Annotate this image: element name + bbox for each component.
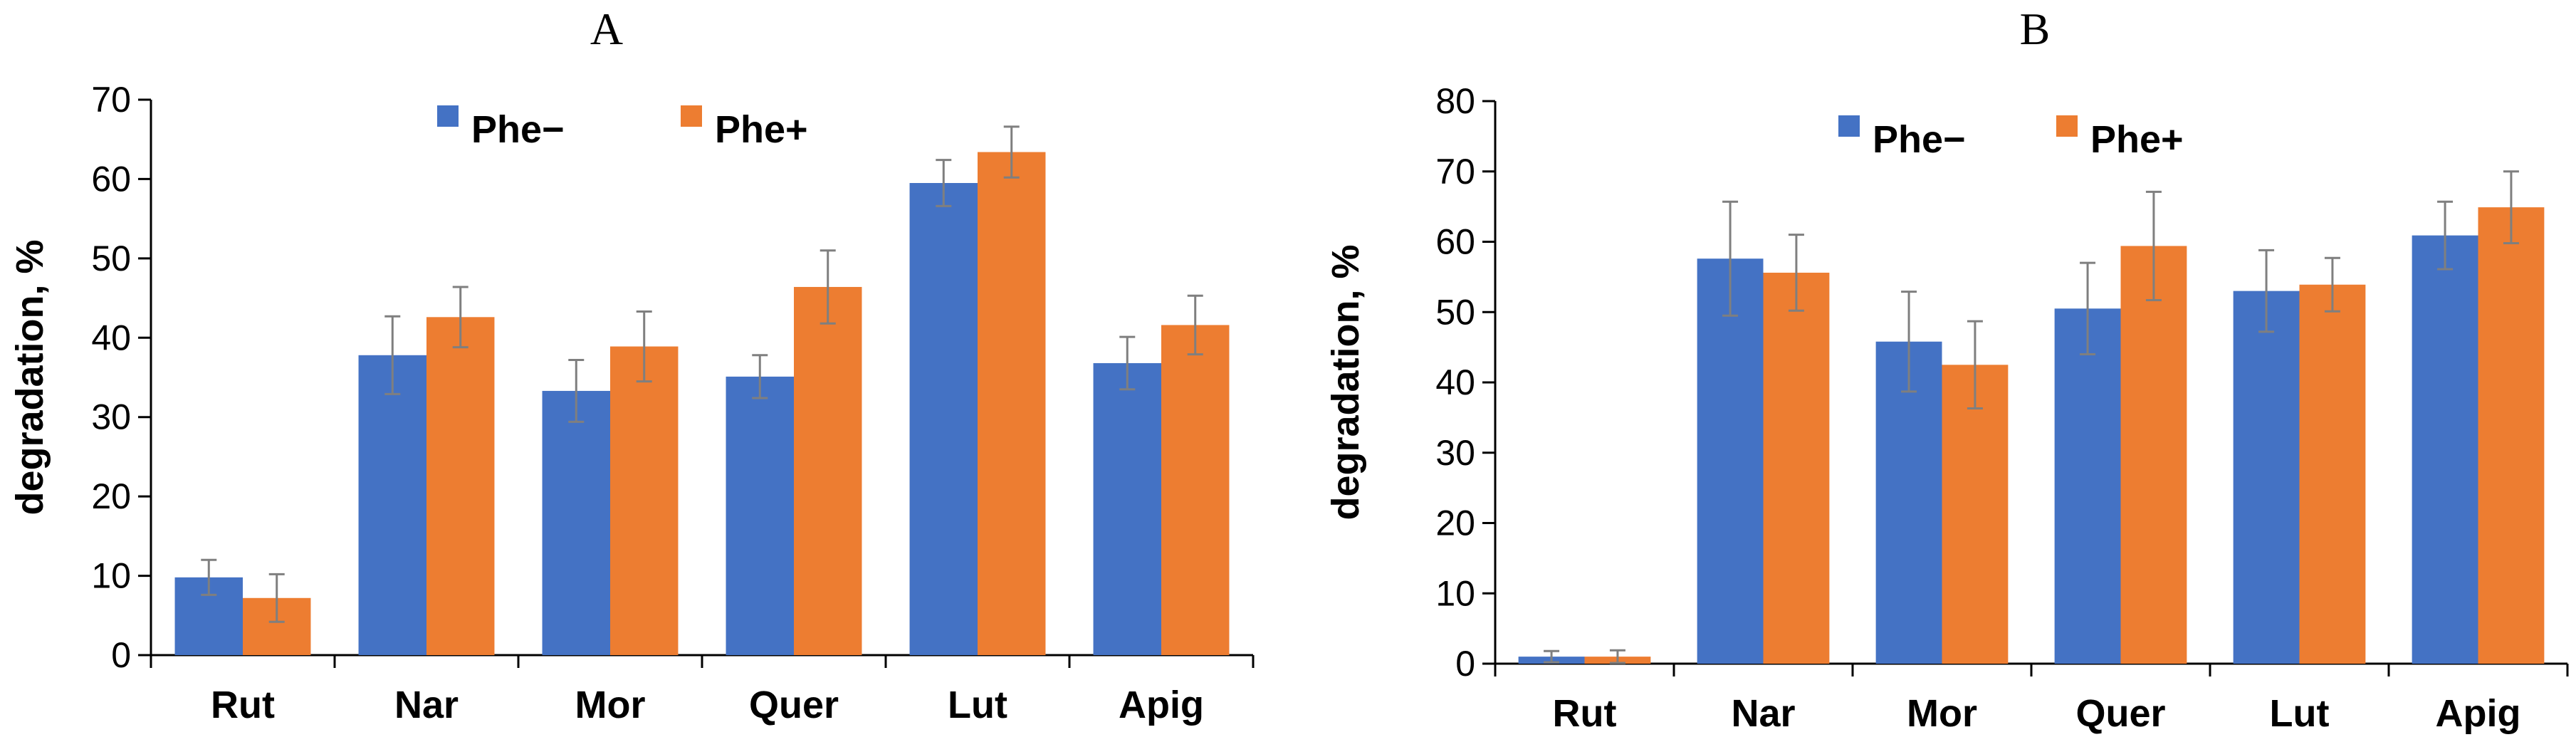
legend-swatch-phe-minus: [437, 105, 459, 127]
category-label: Quer: [749, 684, 839, 726]
y-tick-label: 70: [91, 80, 131, 120]
category-label: Mor: [1907, 692, 1977, 735]
bar-phe-minus-nar: [358, 355, 426, 655]
category-label: Apig: [2436, 692, 2521, 735]
legend-swatch-phe-plus: [2056, 115, 2078, 137]
legend-label-phe-plus: Phe+: [715, 108, 808, 151]
y-tick-label: 0: [1455, 644, 1475, 684]
bar-phe-plus-nar: [1763, 272, 1830, 664]
category-label: Apig: [1119, 684, 1204, 726]
bar-phe-minus-mor: [1875, 341, 1942, 664]
category-label: Rut: [211, 684, 275, 726]
legend-swatch-phe-plus: [681, 105, 702, 127]
category-label: Lut: [2270, 692, 2330, 735]
y-tick-label: 60: [91, 159, 131, 199]
y-tick-label: 0: [111, 635, 131, 675]
bar-phe-plus-apig: [2478, 207, 2545, 664]
y-tick-label: 20: [91, 476, 131, 516]
chart-title: B: [2020, 4, 2051, 54]
category-label: Nar: [1731, 692, 1795, 735]
y-tick-label: 30: [1435, 433, 1475, 473]
bar-phe-plus-nar: [426, 317, 495, 655]
y-tick-label: 60: [1435, 222, 1475, 262]
category-label: Quer: [2075, 692, 2165, 735]
category-label: Nar: [394, 684, 459, 726]
bar-phe-plus-mor: [610, 346, 679, 655]
legend-label-phe-minus: Phe−: [1873, 118, 1966, 161]
y-tick-label: 40: [91, 318, 131, 357]
legend-swatch-phe-minus: [1838, 115, 1860, 137]
bar-phe-minus-nar: [1697, 258, 1764, 664]
bar-phe-minus-quer: [726, 376, 794, 655]
y-tick-label: 70: [1435, 152, 1475, 192]
bar-phe-plus-quer: [794, 286, 862, 655]
legend-label-phe-plus: Phe+: [2090, 118, 2184, 161]
bar-phe-minus-apig: [2412, 235, 2478, 664]
category-label: Mor: [575, 684, 646, 726]
y-axis-title: degradation, %: [9, 239, 51, 515]
category-label: Rut: [1553, 692, 1617, 735]
bar-phe-plus-mor: [1942, 365, 2009, 664]
y-tick-label: 50: [1435, 292, 1475, 332]
bar-phe-minus-quer: [2054, 308, 2121, 664]
bar-phe-minus-mor: [542, 390, 610, 655]
y-tick-label: 40: [1435, 362, 1475, 402]
bar-phe-plus-lut: [978, 152, 1046, 656]
bar-phe-minus-lut: [909, 183, 978, 655]
bar-phe-plus-quer: [2120, 246, 2187, 664]
y-tick-label: 10: [1435, 573, 1475, 613]
bar-phe-plus-apig: [1161, 325, 1230, 655]
legend-label-phe-minus: Phe−: [471, 108, 565, 151]
chart-title: A: [590, 4, 623, 54]
y-tick-label: 20: [1435, 503, 1475, 543]
y-tick-label: 80: [1435, 81, 1475, 121]
y-tick-label: 30: [91, 397, 131, 437]
y-tick-label: 10: [91, 556, 131, 596]
y-axis-title: degradation, %: [1324, 244, 1367, 520]
category-label: Lut: [948, 684, 1007, 726]
bar-phe-plus-lut: [2299, 284, 2366, 664]
y-tick-label: 50: [91, 239, 131, 278]
bar-phe-minus-lut: [2233, 291, 2300, 664]
bar-phe-minus-apig: [1093, 362, 1161, 655]
